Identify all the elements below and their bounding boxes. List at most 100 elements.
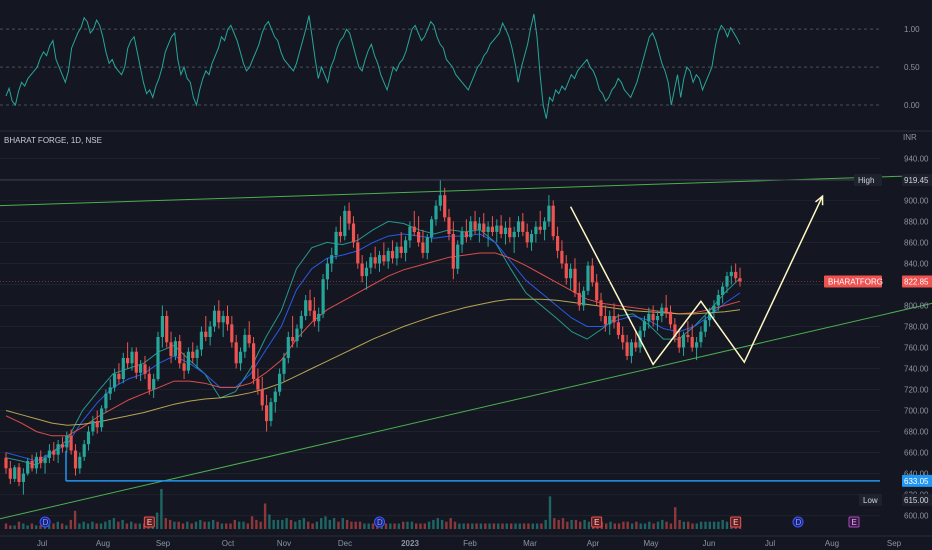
volume-bar: [527, 523, 530, 529]
volume-bar: [238, 521, 241, 529]
candle-body: [286, 337, 290, 358]
volume-bar: [207, 521, 211, 529]
event-badge-bg[interactable]: [39, 516, 51, 528]
volume-bar: [557, 519, 560, 529]
volume-bar: [91, 521, 94, 529]
candle-body: [556, 236, 560, 251]
volume-bar: [479, 523, 483, 529]
candle: [699, 326, 703, 348]
price-tick-label: 940.00: [904, 154, 929, 163]
volume-bar: [674, 507, 677, 529]
time-tick-label: Sep: [156, 539, 171, 548]
future-event-badge-bg[interactable]: [792, 516, 804, 528]
volume-bar: [328, 519, 331, 529]
candle: [447, 208, 451, 241]
candle-body: [738, 278, 742, 282]
candle: [143, 355, 147, 380]
candle: [178, 334, 182, 369]
volume-bar: [384, 523, 388, 529]
volume-bar: [160, 489, 163, 529]
candle-body: [512, 231, 516, 238]
volume-bar: [583, 519, 586, 529]
candle-body: [360, 263, 364, 277]
volume-bar: [570, 519, 573, 529]
pattern-zigzag[interactable]: [569, 195, 824, 366]
trendline-lower-support[interactable]: [0, 302, 932, 520]
event-badge-bg[interactable]: [730, 516, 742, 528]
volume-bar: [505, 523, 508, 529]
candle-body: [299, 316, 303, 329]
candle-body: [721, 286, 725, 295]
volume-bar: [242, 521, 245, 529]
candle: [486, 221, 490, 247]
candle: [195, 345, 199, 369]
candle: [534, 221, 538, 243]
volume-bar: [613, 523, 616, 529]
candle: [121, 352, 125, 384]
time-tick-label: Aug: [825, 539, 839, 548]
price-axis[interactable]: 940.00920.00900.00880.00860.00840.00820.…: [824, 154, 932, 521]
event-badge-letter: D: [377, 518, 383, 527]
future-event-badge-letter: D: [796, 518, 802, 527]
candle-body: [295, 328, 299, 342]
candle-body: [469, 221, 473, 238]
candle: [390, 240, 395, 264]
volume-bar: [173, 521, 176, 529]
event-badge-bg[interactable]: [591, 516, 603, 528]
price-tick-label: 760.00: [904, 344, 929, 353]
candle-body: [382, 255, 386, 262]
candle: [621, 326, 625, 350]
candle-body: [317, 313, 321, 322]
future-event-badge-letter: E: [852, 518, 857, 527]
pattern-arrowhead[interactable]: [815, 194, 824, 206]
candle: [612, 303, 616, 329]
future-event-badge-bg[interactable]: [848, 516, 860, 528]
volume-bar: [389, 523, 392, 529]
candle-body: [699, 331, 703, 343]
candle: [173, 337, 177, 361]
volume-bar: [203, 521, 206, 529]
ema_mid-line: [5, 233, 741, 462]
candle-body: [516, 221, 521, 232]
candle: [616, 313, 620, 340]
volume-bar: [69, 519, 72, 529]
volume-bar: [263, 503, 267, 529]
candle-body: [443, 195, 447, 218]
candle: [30, 454, 34, 472]
candle: [460, 226, 464, 253]
candle: [703, 315, 707, 337]
candle: [508, 217, 512, 243]
candle: [681, 331, 686, 356]
candle: [317, 307, 321, 332]
volume-bar: [695, 523, 698, 529]
time-axis[interactable]: Jul Aug Sep Oct Nov Dec 2023 Feb Mar Apr May Jun Jul…: [0, 535, 932, 548]
event-badge-bg[interactable]: [143, 516, 155, 528]
candle: [243, 328, 247, 359]
volume-bar: [199, 519, 202, 529]
candle: [716, 289, 720, 311]
volume-bar: [194, 521, 198, 529]
candle: [404, 236, 408, 262]
volume-bar: [704, 521, 707, 529]
candle-body: [486, 226, 490, 232]
candle: [13, 465, 17, 482]
candle-body: [377, 255, 382, 264]
volume-bar: [341, 518, 344, 529]
volume-bar: [574, 519, 578, 529]
volume-bar: [117, 521, 120, 529]
candle-body: [703, 320, 707, 332]
candle-body: [139, 364, 143, 373]
candle: [139, 360, 143, 382]
candle: [690, 324, 694, 352]
price-pane[interactable]: [0, 157, 880, 517]
candle: [147, 366, 151, 395]
oscillator-pane[interactable]: 1.00 0.50 0.00: [0, 13, 920, 119]
candle-body: [60, 444, 65, 448]
candle: [347, 202, 351, 230]
candle-body: [243, 334, 247, 352]
candle: [417, 216, 421, 247]
volume-bar: [453, 521, 457, 529]
event-badge-bg[interactable]: [374, 516, 386, 528]
price-tick-label: 740.00: [904, 365, 929, 374]
